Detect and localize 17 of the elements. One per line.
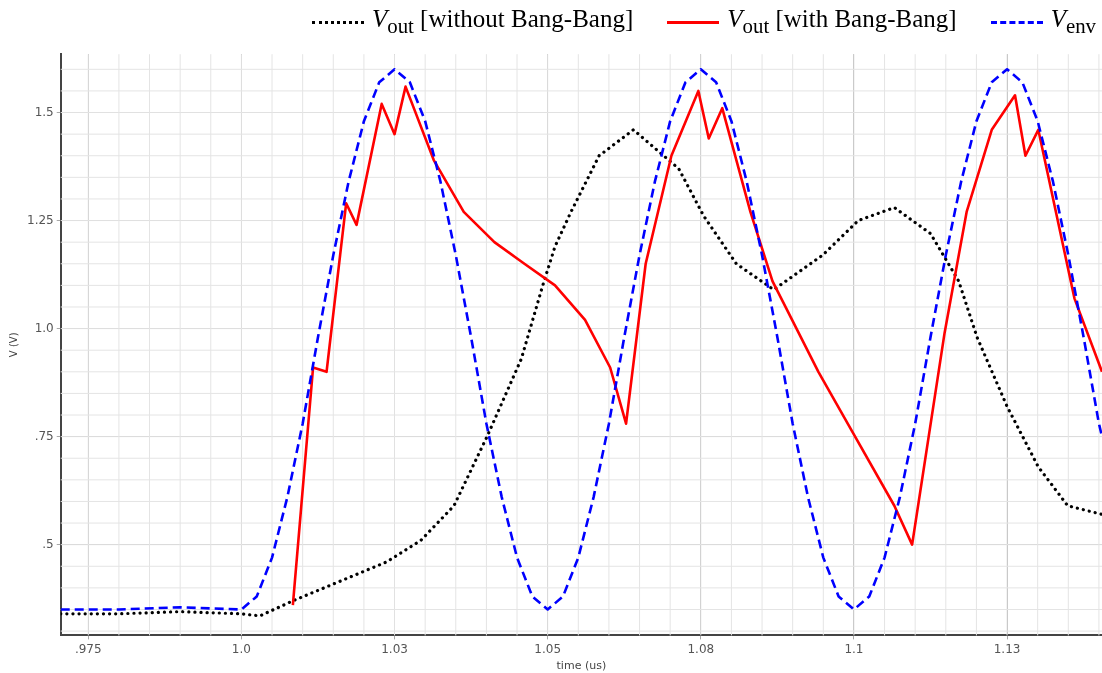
legend-label: V$_{out}$ [with Bang-Bang] (727, 5, 957, 39)
x-tick-label: 1.0 (231, 641, 251, 656)
y-tick-label: 1.25 (27, 212, 54, 227)
y-tick-label: .75 (34, 428, 54, 443)
y-tick-label: 1.0 (34, 320, 54, 335)
x-tick-label: .975 (74, 641, 102, 656)
y-tick-label: .5 (42, 536, 54, 551)
x-tick-label: 1.1 (844, 641, 864, 656)
x-tick-label: 1.05 (534, 641, 562, 656)
x-tick-label: 1.08 (687, 641, 715, 656)
x-axis-title: time (us) (556, 659, 607, 673)
y-tick-label: 1.5 (34, 104, 54, 119)
legend-label: V$_{env}$ (1050, 5, 1096, 38)
x-tick-label: 1.13 (993, 641, 1021, 656)
legend-label: V$_{out}$ [without Bang-Bang] (371, 5, 634, 39)
x-tick-label: 1.03 (381, 641, 408, 656)
y-axis-title: V (V) (7, 332, 19, 358)
